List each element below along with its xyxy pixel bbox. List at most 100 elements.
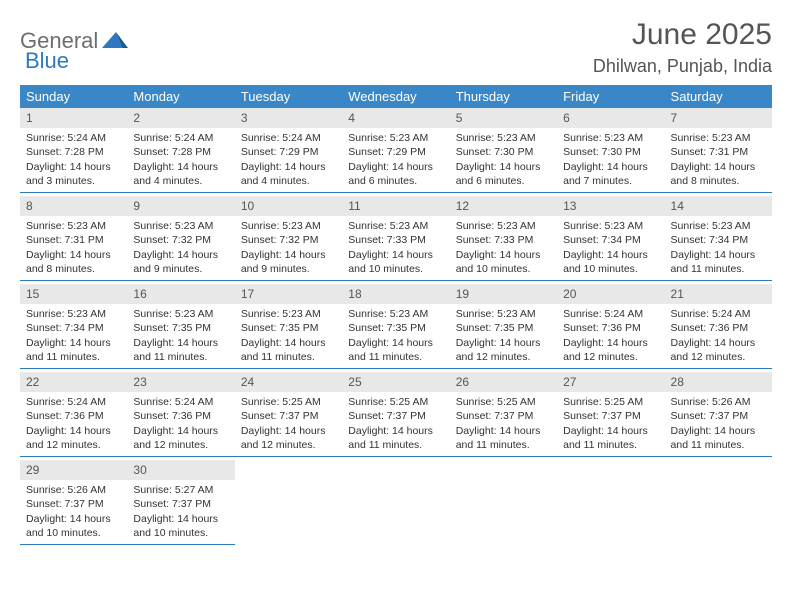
day-number: 9 xyxy=(127,196,234,216)
col-saturday: Saturday xyxy=(665,85,772,108)
day-details: Sunrise: 5:25 AMSunset: 7:37 PMDaylight:… xyxy=(450,392,557,454)
day-number: 22 xyxy=(20,372,127,392)
day-details: Sunrise: 5:26 AMSunset: 7:37 PMDaylight:… xyxy=(20,480,127,542)
calendar-head: Sunday Monday Tuesday Wednesday Thursday… xyxy=(20,85,772,108)
header-row: General June 2025 Dhilwan, Punjab, India xyxy=(20,18,772,77)
calendar-cell: 27Sunrise: 5:25 AMSunset: 7:37 PMDayligh… xyxy=(557,372,664,460)
calendar-cell xyxy=(557,460,664,548)
table-row: 29Sunrise: 5:26 AMSunset: 7:37 PMDayligh… xyxy=(20,460,772,548)
calendar-cell: 23Sunrise: 5:24 AMSunset: 7:36 PMDayligh… xyxy=(127,372,234,460)
day-details: Sunrise: 5:23 AMSunset: 7:32 PMDaylight:… xyxy=(127,216,234,278)
day-number: 13 xyxy=(557,196,664,216)
day-details: Sunrise: 5:24 AMSunset: 7:29 PMDaylight:… xyxy=(235,128,342,190)
day-details: Sunrise: 5:23 AMSunset: 7:31 PMDaylight:… xyxy=(20,216,127,278)
calendar-cell: 17Sunrise: 5:23 AMSunset: 7:35 PMDayligh… xyxy=(235,284,342,372)
calendar-cell: 20Sunrise: 5:24 AMSunset: 7:36 PMDayligh… xyxy=(557,284,664,372)
calendar-cell: 10Sunrise: 5:23 AMSunset: 7:32 PMDayligh… xyxy=(235,196,342,284)
col-monday: Monday xyxy=(127,85,234,108)
location-text: Dhilwan, Punjab, India xyxy=(593,56,772,77)
day-number: 25 xyxy=(342,372,449,392)
day-number: 3 xyxy=(235,108,342,128)
calendar-cell: 9Sunrise: 5:23 AMSunset: 7:32 PMDaylight… xyxy=(127,196,234,284)
day-number: 18 xyxy=(342,284,449,304)
calendar-cell: 24Sunrise: 5:25 AMSunset: 7:37 PMDayligh… xyxy=(235,372,342,460)
calendar-table: Sunday Monday Tuesday Wednesday Thursday… xyxy=(20,85,772,548)
col-thursday: Thursday xyxy=(450,85,557,108)
logo-triangle-icon xyxy=(102,30,128,53)
col-sunday: Sunday xyxy=(20,85,127,108)
calendar-cell: 5Sunrise: 5:23 AMSunset: 7:30 PMDaylight… xyxy=(450,108,557,196)
calendar-cell xyxy=(450,460,557,548)
day-number: 26 xyxy=(450,372,557,392)
day-details: Sunrise: 5:23 AMSunset: 7:35 PMDaylight:… xyxy=(235,304,342,366)
calendar-cell: 19Sunrise: 5:23 AMSunset: 7:35 PMDayligh… xyxy=(450,284,557,372)
title-block: June 2025 Dhilwan, Punjab, India xyxy=(593,18,772,77)
calendar-cell: 1Sunrise: 5:24 AMSunset: 7:28 PMDaylight… xyxy=(20,108,127,196)
calendar-cell: 18Sunrise: 5:23 AMSunset: 7:35 PMDayligh… xyxy=(342,284,449,372)
calendar-cell: 4Sunrise: 5:23 AMSunset: 7:29 PMDaylight… xyxy=(342,108,449,196)
day-details: Sunrise: 5:25 AMSunset: 7:37 PMDaylight:… xyxy=(235,392,342,454)
col-tuesday: Tuesday xyxy=(235,85,342,108)
day-number: 28 xyxy=(665,372,772,392)
day-number: 4 xyxy=(342,108,449,128)
calendar-cell: 15Sunrise: 5:23 AMSunset: 7:34 PMDayligh… xyxy=(20,284,127,372)
table-row: 1Sunrise: 5:24 AMSunset: 7:28 PMDaylight… xyxy=(20,108,772,196)
day-details: Sunrise: 5:24 AMSunset: 7:36 PMDaylight:… xyxy=(127,392,234,454)
day-details: Sunrise: 5:23 AMSunset: 7:34 PMDaylight:… xyxy=(557,216,664,278)
day-number: 17 xyxy=(235,284,342,304)
calendar-cell: 21Sunrise: 5:24 AMSunset: 7:36 PMDayligh… xyxy=(665,284,772,372)
day-details: Sunrise: 5:23 AMSunset: 7:34 PMDaylight:… xyxy=(20,304,127,366)
day-details: Sunrise: 5:23 AMSunset: 7:35 PMDaylight:… xyxy=(450,304,557,366)
day-number: 30 xyxy=(127,460,234,480)
day-details: Sunrise: 5:23 AMSunset: 7:33 PMDaylight:… xyxy=(342,216,449,278)
day-number: 5 xyxy=(450,108,557,128)
calendar-cell: 3Sunrise: 5:24 AMSunset: 7:29 PMDaylight… xyxy=(235,108,342,196)
day-number: 29 xyxy=(20,460,127,480)
day-details: Sunrise: 5:24 AMSunset: 7:36 PMDaylight:… xyxy=(557,304,664,366)
day-details: Sunrise: 5:25 AMSunset: 7:37 PMDaylight:… xyxy=(557,392,664,454)
day-details: Sunrise: 5:23 AMSunset: 7:29 PMDaylight:… xyxy=(342,128,449,190)
day-number: 8 xyxy=(20,196,127,216)
day-number: 27 xyxy=(557,372,664,392)
day-details: Sunrise: 5:23 AMSunset: 7:34 PMDaylight:… xyxy=(665,216,772,278)
calendar-body: 1Sunrise: 5:24 AMSunset: 7:28 PMDaylight… xyxy=(20,108,772,548)
day-details: Sunrise: 5:23 AMSunset: 7:30 PMDaylight:… xyxy=(557,128,664,190)
calendar-cell: 11Sunrise: 5:23 AMSunset: 7:33 PMDayligh… xyxy=(342,196,449,284)
calendar-cell: 12Sunrise: 5:23 AMSunset: 7:33 PMDayligh… xyxy=(450,196,557,284)
table-row: 22Sunrise: 5:24 AMSunset: 7:36 PMDayligh… xyxy=(20,372,772,460)
day-details: Sunrise: 5:24 AMSunset: 7:36 PMDaylight:… xyxy=(665,304,772,366)
day-details: Sunrise: 5:23 AMSunset: 7:33 PMDaylight:… xyxy=(450,216,557,278)
calendar-cell: 16Sunrise: 5:23 AMSunset: 7:35 PMDayligh… xyxy=(127,284,234,372)
day-details: Sunrise: 5:23 AMSunset: 7:32 PMDaylight:… xyxy=(235,216,342,278)
calendar-cell: 29Sunrise: 5:26 AMSunset: 7:37 PMDayligh… xyxy=(20,460,127,548)
table-row: 15Sunrise: 5:23 AMSunset: 7:34 PMDayligh… xyxy=(20,284,772,372)
day-number: 19 xyxy=(450,284,557,304)
calendar-cell: 2Sunrise: 5:24 AMSunset: 7:28 PMDaylight… xyxy=(127,108,234,196)
calendar-cell: 8Sunrise: 5:23 AMSunset: 7:31 PMDaylight… xyxy=(20,196,127,284)
day-number: 1 xyxy=(20,108,127,128)
day-details: Sunrise: 5:24 AMSunset: 7:28 PMDaylight:… xyxy=(20,128,127,190)
day-details: Sunrise: 5:23 AMSunset: 7:35 PMDaylight:… xyxy=(342,304,449,366)
calendar-cell: 22Sunrise: 5:24 AMSunset: 7:36 PMDayligh… xyxy=(20,372,127,460)
day-details: Sunrise: 5:23 AMSunset: 7:31 PMDaylight:… xyxy=(665,128,772,190)
calendar-cell: 14Sunrise: 5:23 AMSunset: 7:34 PMDayligh… xyxy=(665,196,772,284)
day-number: 24 xyxy=(235,372,342,392)
calendar-cell: 25Sunrise: 5:25 AMSunset: 7:37 PMDayligh… xyxy=(342,372,449,460)
calendar-cell xyxy=(235,460,342,548)
calendar-cell: 26Sunrise: 5:25 AMSunset: 7:37 PMDayligh… xyxy=(450,372,557,460)
day-number: 23 xyxy=(127,372,234,392)
calendar-cell: 30Sunrise: 5:27 AMSunset: 7:37 PMDayligh… xyxy=(127,460,234,548)
day-number: 12 xyxy=(450,196,557,216)
page-title: June 2025 xyxy=(593,18,772,52)
day-number: 2 xyxy=(127,108,234,128)
day-number: 21 xyxy=(665,284,772,304)
day-number: 20 xyxy=(557,284,664,304)
day-details: Sunrise: 5:27 AMSunset: 7:37 PMDaylight:… xyxy=(127,480,234,542)
col-friday: Friday xyxy=(557,85,664,108)
day-number: 15 xyxy=(20,284,127,304)
day-details: Sunrise: 5:25 AMSunset: 7:37 PMDaylight:… xyxy=(342,392,449,454)
calendar-cell: 6Sunrise: 5:23 AMSunset: 7:30 PMDaylight… xyxy=(557,108,664,196)
col-wednesday: Wednesday xyxy=(342,85,449,108)
day-details: Sunrise: 5:24 AMSunset: 7:28 PMDaylight:… xyxy=(127,128,234,190)
calendar-cell: 13Sunrise: 5:23 AMSunset: 7:34 PMDayligh… xyxy=(557,196,664,284)
